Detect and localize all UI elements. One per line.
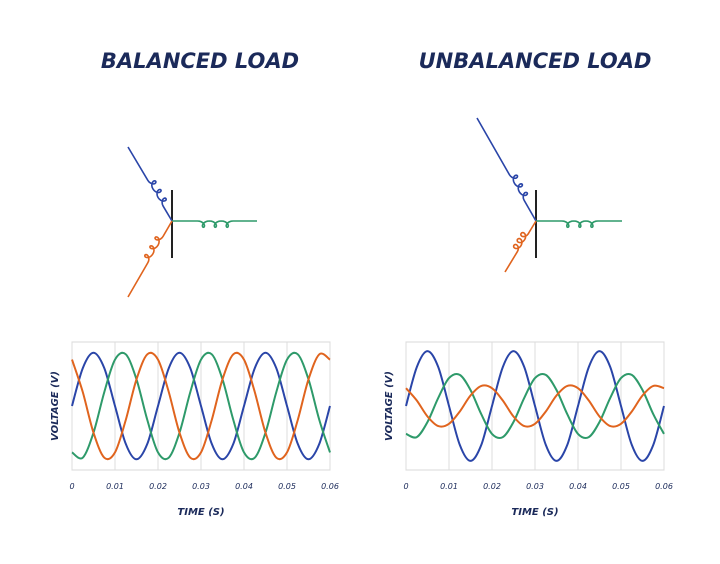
x-tick-label: 0.02 <box>483 482 501 491</box>
chart-title: UNBALANCED LOAD <box>419 49 652 73</box>
chart: UNBALANCED LOAD 0 0.01 0.02 0.03 0.04 0.05 0.06… <box>384 49 673 518</box>
x-tick-label: 0 <box>403 482 408 491</box>
series-line <box>71 351 331 461</box>
x-tick-label: 0.05 <box>278 482 296 491</box>
series-line <box>71 351 331 461</box>
series-line <box>405 384 665 428</box>
x-tick-label: 0.06 <box>321 482 339 491</box>
unbalanced-wye-diagram <box>476 117 622 273</box>
y-axis-label: VOLTAGE (V) <box>50 371 61 441</box>
x-tick-label: 0.04 <box>569 482 587 491</box>
x-tick-label: 0.03 <box>192 482 210 491</box>
x-tick-label: 0.01 <box>106 482 124 491</box>
x-axis-label: TIME (S) <box>177 507 224 518</box>
x-tick-label: 0.06 <box>655 482 673 491</box>
balanced-wye-diagram <box>127 146 257 298</box>
x-tick-label: 0.03 <box>526 482 544 491</box>
series-line <box>405 350 665 462</box>
x-tick-label: 0.04 <box>235 482 253 491</box>
x-tick-label: 0.02 <box>149 482 167 491</box>
series-line <box>405 373 665 439</box>
chart: BALANCED LOAD 0 0.01 0.02 0.03 0.04 0.05 0.06 TI… <box>50 49 339 518</box>
x-tick-label: 0 <box>69 482 74 491</box>
y-axis-label: VOLTAGE (V) <box>384 371 395 441</box>
x-tick-label: 0.05 <box>612 482 630 491</box>
x-axis-label: TIME (S) <box>511 507 558 518</box>
series-line <box>71 351 331 461</box>
x-tick-label: 0.01 <box>440 482 458 491</box>
chart-title: BALANCED LOAD <box>101 49 299 73</box>
